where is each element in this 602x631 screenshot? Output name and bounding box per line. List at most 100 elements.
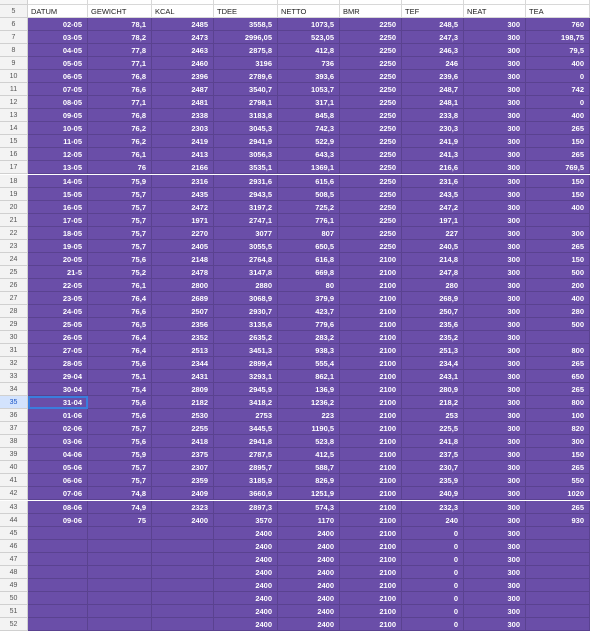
cell[interactable]: 75,7 bbox=[88, 474, 152, 488]
cell[interactable]: 400 bbox=[526, 291, 590, 305]
cell[interactable] bbox=[152, 552, 214, 566]
cell[interactable] bbox=[88, 617, 152, 631]
cell[interactable]: 75,6 bbox=[88, 357, 152, 371]
row-number[interactable]: 52 bbox=[0, 617, 28, 631]
cell[interactable]: 2100 bbox=[340, 617, 402, 631]
cell[interactable]: 265 bbox=[526, 461, 590, 475]
column-header[interactable]: KCAL bbox=[152, 5, 214, 18]
cell[interactable]: 3056,3 bbox=[214, 148, 278, 162]
cell[interactable]: 2100 bbox=[340, 448, 402, 462]
column-header[interactable]: TEF bbox=[402, 5, 464, 18]
cell[interactable]: 615,6 bbox=[278, 174, 340, 188]
row-number[interactable]: 38 bbox=[0, 435, 28, 449]
cell[interactable]: 2460 bbox=[152, 57, 214, 71]
cell[interactable]: 826,9 bbox=[278, 474, 340, 488]
cell[interactable]: 0 bbox=[402, 552, 464, 566]
cell[interactable]: 2400 bbox=[214, 617, 278, 631]
cell[interactable]: 669,8 bbox=[278, 265, 340, 279]
cell[interactable]: 300 bbox=[464, 331, 526, 344]
cell[interactable]: 75,4 bbox=[88, 383, 152, 397]
cell[interactable]: 09-06 bbox=[28, 513, 88, 527]
cell[interactable]: 2880 bbox=[214, 278, 278, 292]
cell[interactable]: 2182 bbox=[152, 396, 214, 410]
cell[interactable]: 3535,1 bbox=[214, 161, 278, 175]
cell[interactable]: 280 bbox=[526, 304, 590, 318]
cell[interactable]: 2400 bbox=[214, 578, 278, 592]
row-number[interactable]: 28 bbox=[0, 304, 28, 318]
cell[interactable]: 07-06 bbox=[28, 487, 88, 501]
row-number[interactable]: 8 bbox=[0, 44, 28, 58]
row-number[interactable]: 23 bbox=[0, 239, 28, 253]
cell[interactable]: 2250 bbox=[340, 109, 402, 123]
cell[interactable]: 03-06 bbox=[28, 435, 88, 449]
cell[interactable] bbox=[28, 539, 88, 553]
cell[interactable]: 230,3 bbox=[402, 122, 464, 136]
cell[interactable]: 2250 bbox=[340, 57, 402, 71]
cell[interactable]: 1020 bbox=[526, 487, 590, 501]
cell[interactable]: 3451,3 bbox=[214, 344, 278, 358]
cell[interactable]: 76,5 bbox=[88, 317, 152, 331]
cell[interactable] bbox=[88, 565, 152, 579]
cell[interactable]: 235,6 bbox=[402, 317, 464, 331]
cell[interactable]: 2100 bbox=[340, 265, 402, 279]
cell[interactable]: 2930,7 bbox=[214, 304, 278, 318]
cell[interactable]: 3055,5 bbox=[214, 239, 278, 253]
cell[interactable]: 2400 bbox=[278, 617, 340, 631]
cell[interactable] bbox=[526, 331, 590, 344]
cell[interactable]: 75,2 bbox=[88, 265, 152, 279]
cell[interactable]: 2100 bbox=[340, 317, 402, 331]
cell[interactable]: 79,5 bbox=[526, 44, 590, 58]
row-number[interactable]: 11 bbox=[0, 83, 28, 97]
cell[interactable]: 0 bbox=[526, 96, 590, 110]
cell[interactable]: 26-05 bbox=[28, 331, 88, 344]
cell[interactable]: 2764,8 bbox=[214, 252, 278, 266]
cell[interactable]: 150 bbox=[526, 448, 590, 462]
cell[interactable]: 15-05 bbox=[28, 187, 88, 201]
cell[interactable] bbox=[526, 578, 590, 592]
column-header[interactable]: TEA bbox=[526, 5, 590, 18]
cell[interactable]: 2100 bbox=[340, 370, 402, 384]
cell[interactable]: 3135,6 bbox=[214, 317, 278, 331]
cell[interactable]: 2100 bbox=[340, 487, 402, 501]
cell[interactable]: 240 bbox=[402, 513, 464, 527]
cell[interactable]: 75,7 bbox=[88, 422, 152, 436]
row-number[interactable]: 6 bbox=[0, 18, 28, 32]
row-number[interactable]: 32 bbox=[0, 357, 28, 371]
row-number[interactable]: 25 bbox=[0, 265, 28, 279]
cell[interactable]: 1236,2 bbox=[278, 396, 340, 410]
cell[interactable]: 75,7 bbox=[88, 213, 152, 227]
cell[interactable] bbox=[28, 617, 88, 631]
cell[interactable] bbox=[152, 526, 214, 540]
cell[interactable]: 80 bbox=[278, 278, 340, 292]
cell[interactable]: 2359 bbox=[152, 474, 214, 488]
cell[interactable]: 2100 bbox=[340, 291, 402, 305]
cell[interactable]: 2100 bbox=[340, 383, 402, 397]
cell[interactable]: 75,6 bbox=[88, 396, 152, 410]
cell[interactable]: 2344 bbox=[152, 357, 214, 371]
cell[interactable]: 17-05 bbox=[28, 213, 88, 227]
cell[interactable]: 2303 bbox=[152, 122, 214, 136]
cell[interactable]: 2507 bbox=[152, 304, 214, 318]
cell[interactable]: 2250 bbox=[340, 44, 402, 58]
cell[interactable] bbox=[152, 591, 214, 605]
cell[interactable]: 300 bbox=[464, 226, 526, 240]
cell[interactable]: 300 bbox=[464, 44, 526, 58]
cell[interactable]: 248,5 bbox=[402, 18, 464, 32]
cell[interactable]: 379,9 bbox=[278, 291, 340, 305]
cell[interactable]: 300 bbox=[464, 96, 526, 110]
cell[interactable]: 2463 bbox=[152, 44, 214, 58]
cell[interactable]: 75,6 bbox=[88, 252, 152, 266]
cell[interactable]: 05-06 bbox=[28, 461, 88, 475]
row-number[interactable]: 46 bbox=[0, 539, 28, 553]
cell[interactable]: 2473 bbox=[152, 31, 214, 45]
cell[interactable]: 2100 bbox=[340, 578, 402, 592]
row-number[interactable]: 18 bbox=[0, 174, 28, 188]
cell[interactable]: 280,9 bbox=[402, 383, 464, 397]
cell[interactable]: 136,9 bbox=[278, 383, 340, 397]
row-number[interactable]: 41 bbox=[0, 474, 28, 488]
cell[interactable]: 300 bbox=[464, 370, 526, 384]
cell[interactable]: 300 bbox=[464, 187, 526, 201]
cell[interactable]: 22-05 bbox=[28, 278, 88, 292]
cell[interactable]: 2270 bbox=[152, 226, 214, 240]
cell[interactable]: 227 bbox=[402, 226, 464, 240]
